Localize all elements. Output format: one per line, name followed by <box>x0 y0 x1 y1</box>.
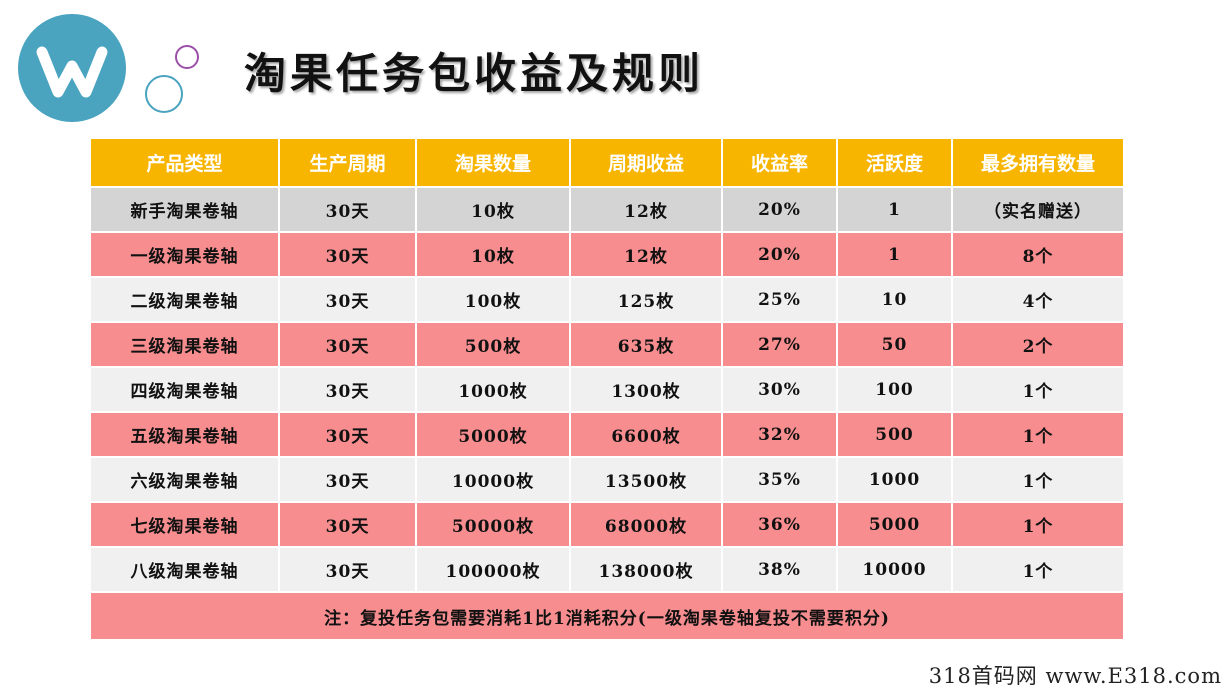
table-cell: 4个 <box>953 276 1123 321</box>
table-cell: （实名赠送） <box>953 186 1123 231</box>
table-cell: 10000 <box>838 546 953 591</box>
table-cell: 50000枚 <box>417 501 571 546</box>
table-cell: 一级淘果卷轴 <box>91 231 280 276</box>
table-cell: 二级淘果卷轴 <box>91 276 280 321</box>
table-cell: 50 <box>838 321 953 366</box>
table-cell: 30天 <box>280 321 417 366</box>
table-cell: 20% <box>723 186 838 231</box>
table-cell: 125枚 <box>571 276 723 321</box>
table-row: 一级淘果卷轴 30天 10枚 12枚 20% 1 8个 <box>91 231 1123 276</box>
table-cell: 六级淘果卷轴 <box>91 456 280 501</box>
table-row: 六级淘果卷轴 30天 10000枚 13500枚 35% 1000 1个 <box>91 456 1123 501</box>
table-row: 五级淘果卷轴 30天 5000枚 6600枚 32% 500 1个 <box>91 411 1123 456</box>
table-row: 七级淘果卷轴 30天 50000枚 68000枚 36% 5000 1个 <box>91 501 1123 546</box>
table-note-row: 注：复投任务包需要消耗1比1消耗积分(一级淘果卷轴复投不需要积分) <box>91 591 1123 639</box>
column-header: 淘果数量 <box>417 139 571 186</box>
table-cell: 6600枚 <box>571 411 723 456</box>
table-cell: 30天 <box>280 411 417 456</box>
table-cell: 30天 <box>280 231 417 276</box>
column-header: 生产周期 <box>280 139 417 186</box>
table-cell: 10枚 <box>417 231 571 276</box>
table-cell: 12枚 <box>571 231 723 276</box>
table-cell: 68000枚 <box>571 501 723 546</box>
table-cell: 500枚 <box>417 321 571 366</box>
table-cell: 1300枚 <box>571 366 723 411</box>
table-cell: 三级淘果卷轴 <box>91 321 280 366</box>
table-cell: 100枚 <box>417 276 571 321</box>
w-logo-icon <box>36 46 108 98</box>
table-cell: 27% <box>723 321 838 366</box>
table-row: 八级淘果卷轴 30天 100000枚 138000枚 38% 10000 1个 <box>91 546 1123 591</box>
table-cell: 新手淘果卷轴 <box>91 186 280 231</box>
table-cell: 七级淘果卷轴 <box>91 501 280 546</box>
table-cell: 38% <box>723 546 838 591</box>
table-cell: 5000枚 <box>417 411 571 456</box>
table-cell: 四级淘果卷轴 <box>91 366 280 411</box>
table-cell: 30天 <box>280 186 417 231</box>
table-row: 新手淘果卷轴 30天 10枚 12枚 20% 1 （实名赠送） <box>91 186 1123 231</box>
table-cell: 2个 <box>953 321 1123 366</box>
column-header: 最多拥有数量 <box>953 139 1123 186</box>
table-header-row: 产品类型 生产周期 淘果数量 周期收益 收益率 活跃度 最多拥有数量 <box>91 139 1123 186</box>
table-cell: 30天 <box>280 501 417 546</box>
table-cell: 1个 <box>953 501 1123 546</box>
table-cell: 30% <box>723 366 838 411</box>
table-cell: 1个 <box>953 366 1123 411</box>
table-cell: 100000枚 <box>417 546 571 591</box>
table-row: 四级淘果卷轴 30天 1000枚 1300枚 30% 100 1个 <box>91 366 1123 411</box>
table-cell: 1个 <box>953 411 1123 456</box>
table-cell: 32% <box>723 411 838 456</box>
table-cell: 8个 <box>953 231 1123 276</box>
table-row: 三级淘果卷轴 30天 500枚 635枚 27% 50 2个 <box>91 321 1123 366</box>
table-cell: 1个 <box>953 456 1123 501</box>
table-cell: 10000枚 <box>417 456 571 501</box>
table-cell: 1000 <box>838 456 953 501</box>
table-cell: 10 <box>838 276 953 321</box>
table-cell: 30天 <box>280 456 417 501</box>
table-cell: 1 <box>838 231 953 276</box>
table-cell: 5000 <box>838 501 953 546</box>
table-cell: 35% <box>723 456 838 501</box>
table-cell: 36% <box>723 501 838 546</box>
table-cell: 13500枚 <box>571 456 723 501</box>
site-watermark: 318首码网 www.E318.com <box>928 664 1222 688</box>
table-cell: 30天 <box>280 366 417 411</box>
table-note: 注：复投任务包需要消耗1比1消耗积分(一级淘果卷轴复投不需要积分) <box>91 591 1123 639</box>
table-cell: 25% <box>723 276 838 321</box>
table-cell: 10枚 <box>417 186 571 231</box>
table-row: 二级淘果卷轴 30天 100枚 125枚 25% 10 4个 <box>91 276 1123 321</box>
table-cell: 12枚 <box>571 186 723 231</box>
table-cell: 20% <box>723 231 838 276</box>
table-cell: 1 <box>838 186 953 231</box>
table-cell: 1000枚 <box>417 366 571 411</box>
decorative-circle-purple <box>175 45 199 69</box>
table-cell: 八级淘果卷轴 <box>91 546 280 591</box>
column-header: 产品类型 <box>91 139 280 186</box>
table-cell: 1个 <box>953 546 1123 591</box>
app-logo <box>18 14 126 122</box>
column-header: 活跃度 <box>838 139 953 186</box>
column-header: 周期收益 <box>571 139 723 186</box>
page-title: 淘果任务包收益及规则 <box>244 49 705 98</box>
column-header: 收益率 <box>723 139 838 186</box>
table-cell: 500 <box>838 411 953 456</box>
table-cell: 635枚 <box>571 321 723 366</box>
table-cell: 五级淘果卷轴 <box>91 411 280 456</box>
table-cell: 138000枚 <box>571 546 723 591</box>
rules-table: 产品类型 生产周期 淘果数量 周期收益 收益率 活跃度 最多拥有数量 新手淘果卷… <box>91 139 1123 639</box>
table-cell: 30天 <box>280 546 417 591</box>
table-cell: 100 <box>838 366 953 411</box>
decorative-circle-teal <box>145 75 183 113</box>
table-cell: 30天 <box>280 276 417 321</box>
